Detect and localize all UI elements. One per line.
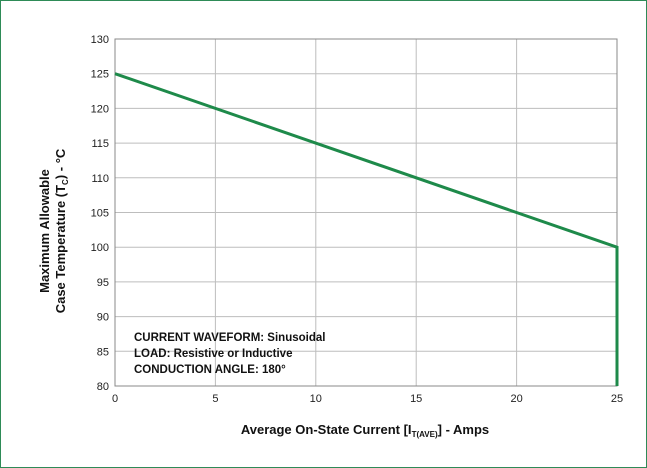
annotation-conduction-angle: CONDUCTION ANGLE: 180° <box>134 364 286 376</box>
y-tick-label: 125 <box>91 69 109 81</box>
x-tick-label: 15 <box>410 393 422 405</box>
series <box>114 72 619 386</box>
y-tick-label: 80 <box>97 381 109 393</box>
y-axis-title-line2-suffix: ) - °C <box>53 148 68 179</box>
x-tick-label: 0 <box>112 393 118 405</box>
y-axis-title-subscript: C <box>61 179 70 185</box>
x-axis-title-prefix: Average On-State Current [I <box>241 422 412 437</box>
y-tick-label: 100 <box>91 242 109 254</box>
y-axis-title-line2: Case Temperature (TC) - °C <box>53 148 70 313</box>
annotation-block: CURRENT WAVEFORM: Sinusoidal LOAD: Resis… <box>134 332 325 376</box>
annotation-load: LOAD: Resistive or Inductive <box>134 348 292 360</box>
y-axis-title: Maximum Allowable Case Temperature (TC) … <box>37 148 70 313</box>
y-axis-title-line2-prefix: Case Temperature (T <box>53 185 68 313</box>
y-tick-labels: 80 85 90 95 100 105 110 115 120 125 130 <box>91 34 109 393</box>
x-tick-label: 10 <box>310 393 322 405</box>
y-tick-label: 90 <box>97 312 109 324</box>
x-tick-label: 5 <box>212 393 218 405</box>
annotation-waveform: CURRENT WAVEFORM: Sinusoidal <box>134 332 325 344</box>
x-axis-title-suffix: ] - Amps <box>438 422 490 437</box>
x-axis-title: Average On-State Current [IT(AVE)] - Amp… <box>241 422 489 439</box>
plot-border <box>114 38 618 387</box>
y-tick-label: 85 <box>97 346 109 358</box>
y-tick-label: 105 <box>91 208 109 220</box>
y-tick-label: 110 <box>91 173 109 185</box>
y-tick-label: 95 <box>97 277 109 289</box>
y-tick-label: 120 <box>91 103 109 115</box>
x-tick-labels: 0 5 10 15 20 25 <box>112 393 623 405</box>
series-line <box>114 72 619 386</box>
y-tick-label: 115 <box>91 138 109 150</box>
x-tick-label: 20 <box>510 393 522 405</box>
y-tick-label: 130 <box>91 34 109 46</box>
x-tick-label: 25 <box>611 393 623 405</box>
y-axis-title-line1: Maximum Allowable <box>37 169 52 293</box>
x-axis-title-subscript: T(AVE) <box>412 430 438 439</box>
